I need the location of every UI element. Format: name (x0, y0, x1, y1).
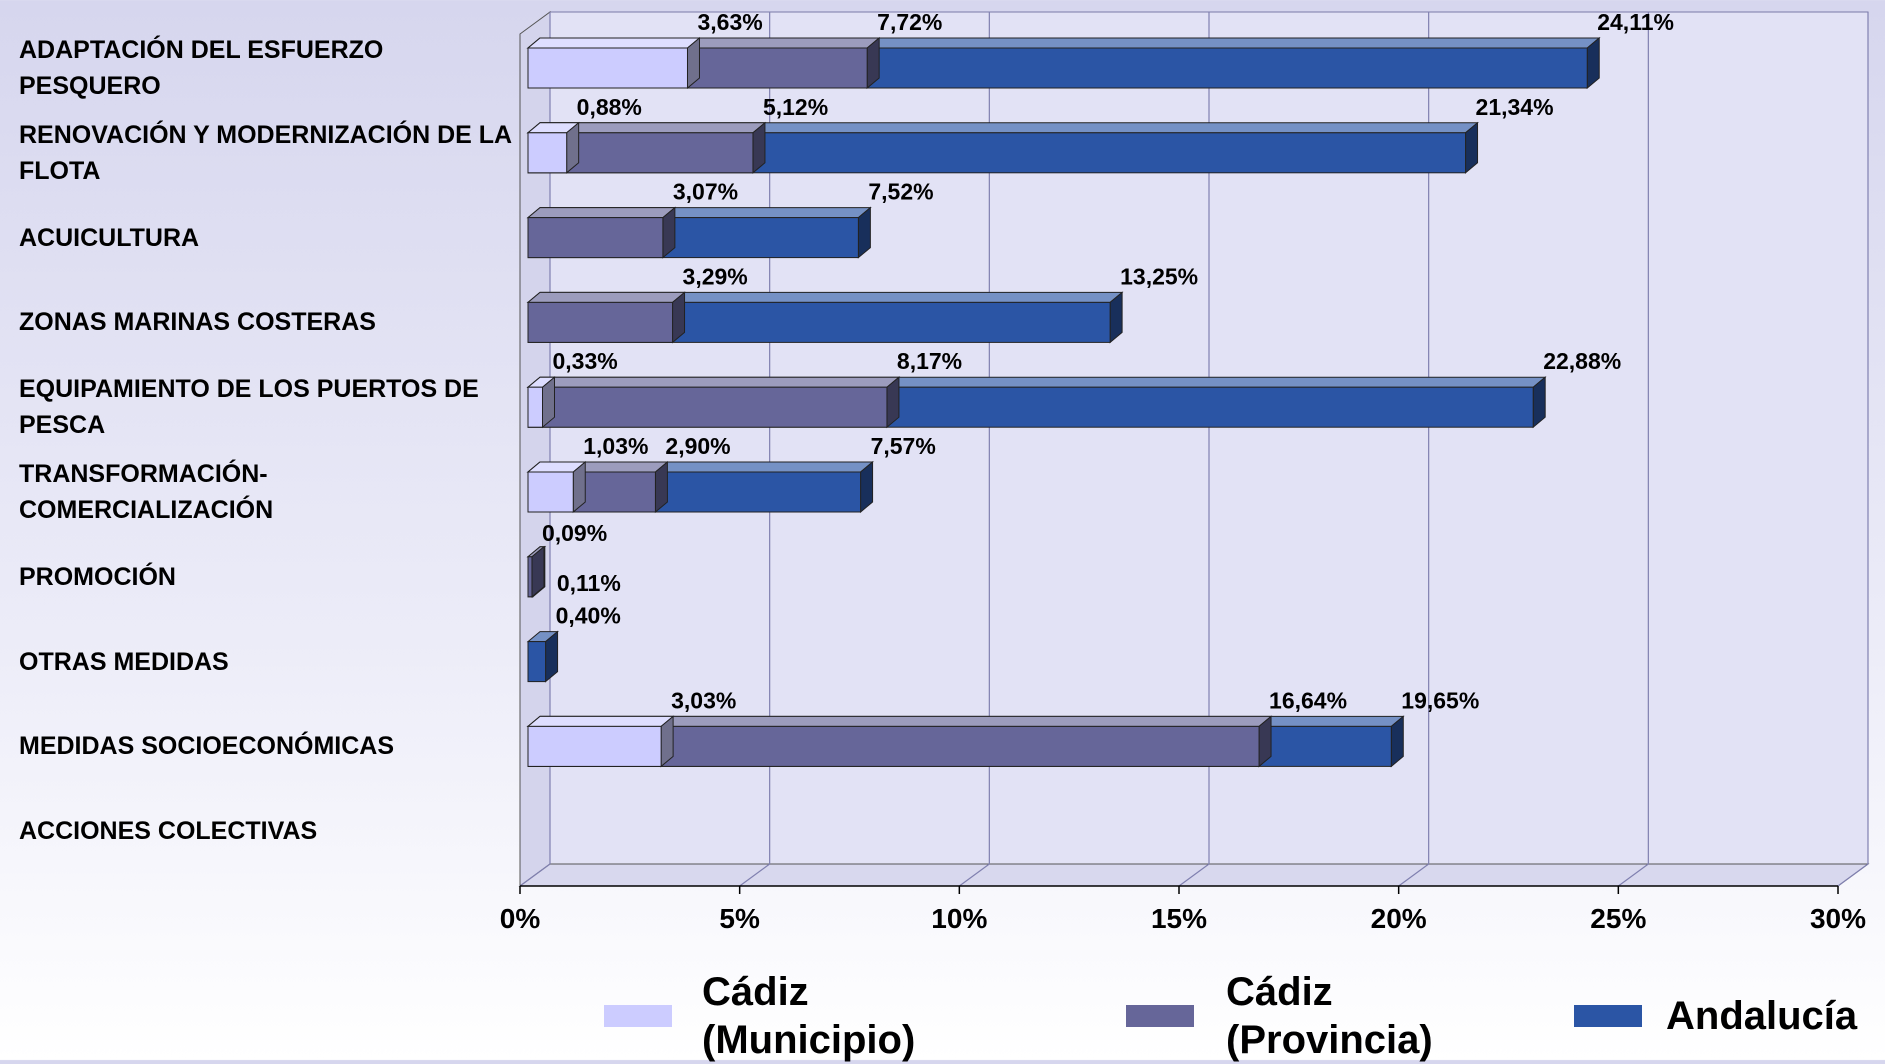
data-label: 1,03% (583, 433, 648, 459)
grid-line (1178, 863, 1210, 887)
x-tick-label: 25% (1590, 903, 1646, 934)
data-label: 24,11% (1597, 9, 1674, 35)
data-label: 3,63% (697, 9, 762, 35)
bar-front (527, 725, 662, 767)
bar (526, 460, 587, 514)
grid-line (519, 863, 551, 887)
x-tick-label: 10% (931, 903, 987, 934)
data-label: 0,33% (552, 348, 617, 374)
grid-line (958, 863, 990, 887)
data-label: 21,34% (1476, 94, 1554, 120)
bar-front (527, 556, 533, 598)
data-label: 3,07% (673, 179, 738, 205)
bar (526, 36, 701, 90)
bar-front (527, 301, 674, 343)
data-label: 5,12% (763, 94, 828, 120)
bar (526, 376, 901, 429)
x-tick-label: 5% (719, 903, 760, 934)
bar-top (526, 207, 677, 219)
bar (526, 545, 546, 598)
x-tick-label: 15% (1151, 903, 1207, 934)
x-tick-label: 20% (1371, 903, 1427, 934)
data-label: 19,65% (1401, 687, 1479, 713)
bar (526, 630, 559, 683)
legend-label: Cádiz (Provincia) (1226, 970, 1433, 1062)
data-label: 0,11% (557, 570, 621, 596)
category-label: ACCIONES COLECTIVAS (19, 817, 318, 846)
legend-label: Cádiz (Municipio) (702, 970, 916, 1062)
x-tick-label: 30% (1810, 903, 1866, 934)
bar-front (527, 132, 568, 174)
data-label: 8,17% (897, 348, 962, 374)
bar-front (527, 386, 543, 428)
data-label: 0,40% (556, 603, 621, 629)
bar-front (527, 386, 888, 428)
bar-top (526, 37, 701, 49)
bar-front (527, 641, 547, 683)
data-label: 16,64% (1269, 687, 1347, 713)
data-label: 13,25% (1120, 263, 1198, 289)
grid-line (1398, 863, 1430, 887)
bar (526, 121, 581, 174)
bar-top (526, 376, 901, 388)
bar-top (526, 715, 675, 727)
category-label: EQUIPAMIENTO DE LOS PUERTOS DE PESCA (19, 375, 479, 440)
legend-swatch (604, 1005, 672, 1027)
grid-line (739, 863, 771, 887)
legend-swatch (1126, 1005, 1194, 1027)
bar (526, 715, 675, 768)
category-label: MEDIDAS SOCIOECONÓMICAS (19, 732, 395, 761)
bar (526, 376, 556, 429)
grid-line (1617, 863, 1649, 887)
data-label: 22,88% (1543, 348, 1621, 374)
category-label: OTRAS MEDIDAS (19, 647, 229, 676)
data-label: 7,52% (868, 179, 933, 205)
category-label: TRANSFORMACIÓN-COMERCIALIZACIÓN (19, 460, 274, 524)
data-label: 2,90% (665, 433, 730, 459)
category-label: RENOVACIÓN Y MODERNIZACIÓN DE LA FLOTA (19, 120, 512, 185)
legend-swatch (1574, 1005, 1642, 1027)
data-label: 0,88% (577, 94, 642, 120)
category-label: ZONAS MARINAS COSTERAS (19, 308, 376, 337)
x-tick-label: 0% (500, 903, 541, 934)
bar-front (527, 47, 688, 89)
bar (526, 206, 677, 259)
data-label: 3,29% (683, 263, 748, 289)
category-label: PROMOCIÓN (19, 562, 176, 591)
bar-top (526, 291, 686, 303)
data-label: 0,09% (542, 520, 607, 546)
bar-front (527, 217, 664, 259)
grid-line (1837, 863, 1869, 887)
legend-label: Andalucía (1666, 994, 1858, 1038)
bar (526, 291, 686, 344)
category-label: ACUICULTURA (19, 223, 200, 252)
bar-front (527, 471, 574, 513)
data-label: 3,03% (671, 687, 736, 713)
category-label: ADAPTACIÓN DEL ESFUERZO PESQUERO (19, 36, 384, 100)
data-label: 7,72% (877, 9, 942, 35)
data-label: 7,57% (871, 433, 936, 459)
